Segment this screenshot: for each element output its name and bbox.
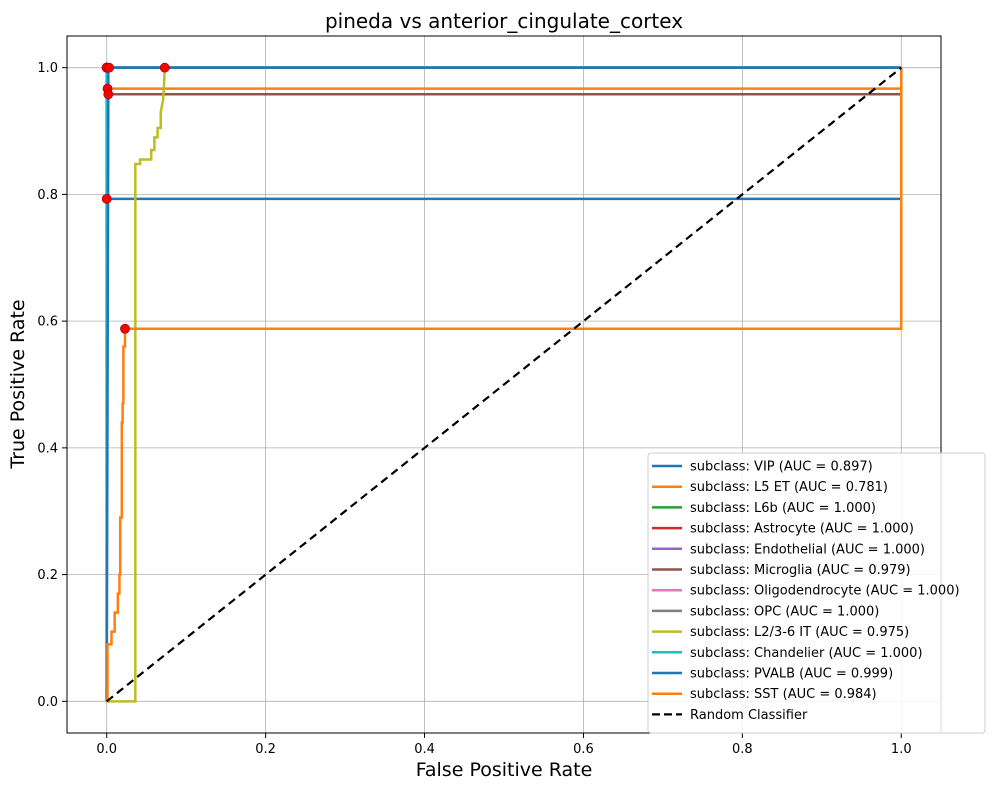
- y-axis-label: True Positive Rate: [7, 299, 29, 469]
- series-line-12: [106, 66, 902, 703]
- x-tick-label: 0.0: [96, 742, 117, 757]
- legend-entry-11: subclass: SST (AUC = 0.984): [690, 687, 877, 702]
- threshold-marker-8: [159, 62, 170, 73]
- y-tick-label: 0.2: [37, 568, 58, 583]
- threshold-marker-11: [120, 323, 130, 334]
- y-tick-label: 0.6: [37, 315, 58, 330]
- legend-entry-0: subclass: VIP (AUC = 0.897): [690, 460, 873, 475]
- y-axis-ticks: 0.0 0.2 0.4 0.6 0.8 1.0: [37, 61, 67, 710]
- legend-box: [647, 452, 986, 734]
- x-axis-label: False Positive Rate: [416, 759, 593, 781]
- series-line-8: [106, 66, 902, 703]
- legend-entry-10: subclass: PVALB (AUC = 0.999): [690, 667, 893, 682]
- x-tick-label: 0.6: [573, 742, 594, 757]
- threshold-marker-5: [103, 89, 114, 100]
- y-tick-label: 0.4: [37, 441, 58, 456]
- y-tick-label: 0.0: [37, 695, 58, 710]
- series-line-10: [105, 66, 902, 702]
- x-axis-ticks: 0.0 0.2 0.4 0.6 0.8 1.0: [96, 733, 912, 757]
- legend: subclass: VIP (AUC = 0.897) subclass: L5 …: [647, 452, 986, 734]
- threshold-markers: [101, 62, 170, 334]
- legend-entry-8: subclass: L2/3-6 IT (AUC = 0.975): [690, 625, 909, 640]
- legend-entry-3: subclass: Astrocyte (AUC = 1.000): [690, 522, 914, 537]
- x-tick-label: 1.0: [891, 742, 912, 757]
- chart-title: pineda vs anterior_cingulate_cortex: [325, 9, 683, 33]
- legend-entry-12: Random Classifier: [690, 708, 808, 723]
- series-line-11: [106, 67, 903, 703]
- legend-entry-5: subclass: Microglia (AUC = 0.979): [690, 563, 911, 578]
- grid: [67, 36, 941, 733]
- x-tick-label: 0.4: [414, 742, 435, 757]
- y-tick-label: 1.0: [37, 61, 58, 76]
- legend-entry-9: subclass: Chandelier (AUC = 1.000): [690, 646, 923, 661]
- x-tick-label: 0.8: [732, 742, 753, 757]
- x-tick-label: 0.2: [255, 742, 276, 757]
- threshold-marker-0: [101, 193, 112, 204]
- y-tick-label: 0.8: [37, 188, 58, 203]
- legend-entry-1: subclass: L5 ET (AUC = 0.781): [690, 480, 888, 495]
- threshold-marker-10: [104, 62, 115, 73]
- legend-entry-2: subclass: L6b (AUC = 1.000): [690, 501, 876, 516]
- legend-entry-7: subclass: OPC (AUC = 1.000): [690, 604, 879, 619]
- legend-entry-6: subclass: Oligodendrocyte (AUC = 1.000): [690, 584, 960, 599]
- plot-frame: [66, 35, 942, 734]
- legend-entry-4: subclass: Endothelial (AUC = 1.000): [690, 542, 925, 557]
